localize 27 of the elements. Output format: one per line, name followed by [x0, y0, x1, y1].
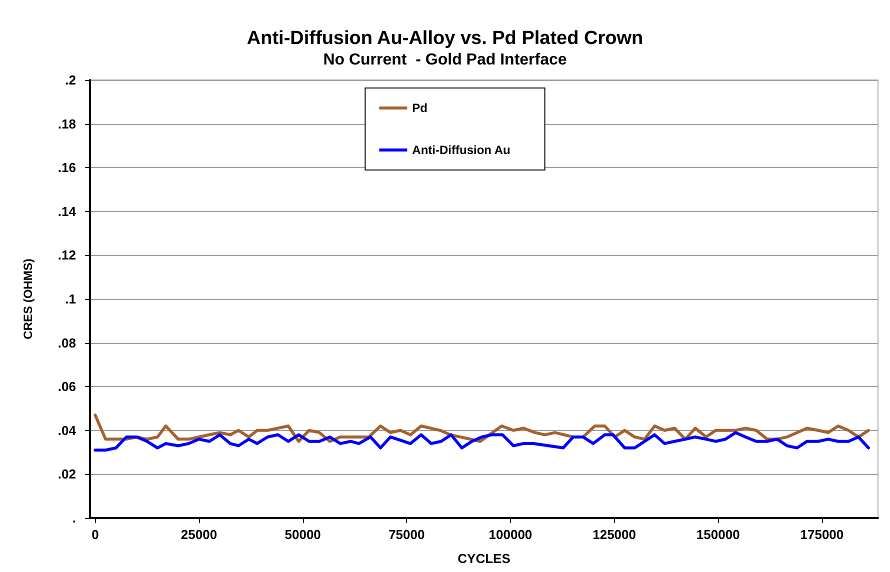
- x-tick-label: 0: [92, 527, 99, 542]
- x-tick-label: 150000: [696, 527, 740, 542]
- y-tick-label: .08: [58, 335, 76, 350]
- y-tick-label: .16: [58, 160, 76, 176]
- y-tick-label: .2: [65, 72, 76, 88]
- x-tick-label: 100000: [488, 527, 532, 542]
- y-tick-label: .02: [58, 466, 76, 482]
- y-tick-label: .04: [58, 422, 77, 438]
- y-tick-label: .: [72, 510, 76, 526]
- chart-subtitle: No Current - Gold Pad Interface: [323, 52, 567, 68]
- y-tick-label: .12: [58, 248, 76, 263]
- x-tick-label: 175000: [800, 527, 844, 542]
- chart-title: Anti-Diffusion Au-Alloy vs. Pd Plated Crown: [246, 28, 644, 49]
- y-axis-title: CRES (OHMS): [21, 258, 35, 340]
- legend-label: Pd: [412, 101, 428, 115]
- y-tick-label: .1: [65, 292, 76, 306]
- x-tick-label: 50000: [284, 527, 321, 542]
- y-tick-label: .06: [58, 379, 76, 394]
- legend-label: Anti-Diffusion Au: [412, 143, 510, 157]
- x-tick-label: 125000: [592, 527, 636, 542]
- y-tick-label: .14: [58, 204, 77, 219]
- y-tick-label: .18: [58, 116, 76, 132]
- x-tick-label: 75000: [388, 527, 425, 542]
- x-tick-label: 25000: [180, 527, 218, 542]
- line-series: [94, 431, 870, 452]
- x-axis-title: CYCLES: [458, 551, 511, 566]
- line-series: [94, 414, 870, 443]
